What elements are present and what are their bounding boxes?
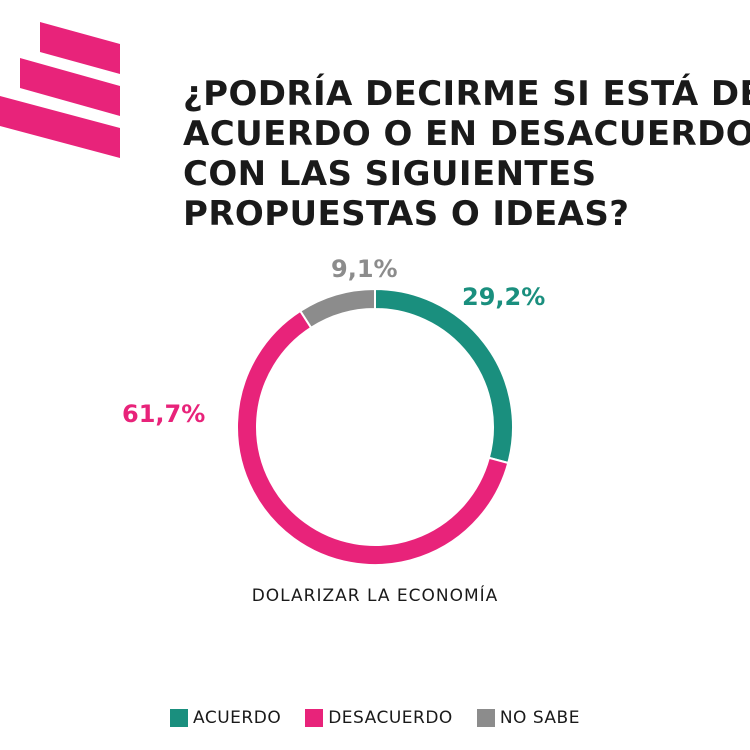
chart-category-label: DOLARIZAR LA ECONOMÍA bbox=[251, 586, 499, 606]
legend-item-desacuerdo: DESACUERDO bbox=[305, 708, 453, 728]
legend-label: DESACUERDO bbox=[328, 708, 453, 728]
title-line: CON LAS SIGUIENTES bbox=[183, 154, 597, 194]
chart-title: ¿PODRÍA DECIRME SI ESTÁ DE ACUERDO O EN … bbox=[183, 74, 750, 234]
slice-acuerdo bbox=[374, 287, 514, 465]
title-line: ACUERDO O EN DESACUERDO bbox=[183, 114, 750, 154]
value-label-desacuerdo: 61,7% bbox=[122, 400, 206, 428]
legend-swatch bbox=[476, 709, 495, 727]
legend: ACUERDO DESACUERDO NO SABE bbox=[0, 708, 750, 728]
slice-no-sabe bbox=[298, 287, 376, 330]
value-label-no-sabe: 9,1% bbox=[331, 255, 398, 283]
title-line: PROPUESTAS O IDEAS? bbox=[183, 194, 630, 234]
legend-swatch bbox=[305, 709, 324, 727]
legend-item-no-sabe: NO SABE bbox=[476, 708, 580, 728]
legend-label: ACUERDO bbox=[193, 708, 282, 728]
legend-item-acuerdo: ACUERDO bbox=[170, 708, 281, 728]
legend-swatch bbox=[170, 709, 189, 727]
value-label-acuerdo: 29,2% bbox=[462, 283, 546, 311]
legend-label: NO SABE bbox=[499, 708, 580, 728]
title-line: ¿PODRÍA DECIRME SI ESTÁ DE bbox=[183, 74, 750, 114]
brand-logo-icon bbox=[0, 22, 120, 158]
